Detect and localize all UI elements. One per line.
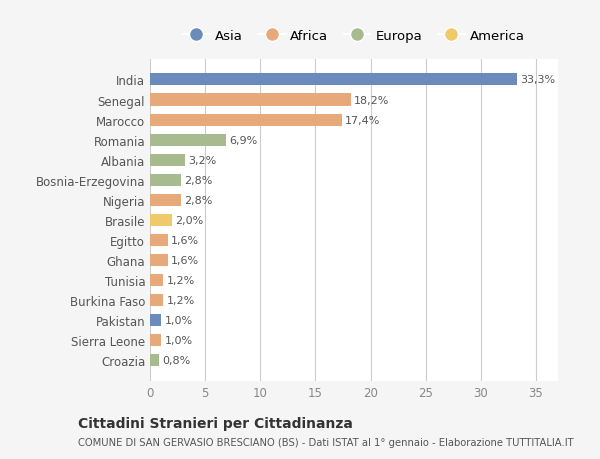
Text: 1,2%: 1,2% — [167, 295, 195, 305]
Text: 3,2%: 3,2% — [188, 155, 217, 165]
Bar — [150, 314, 161, 326]
Text: 2,8%: 2,8% — [184, 196, 212, 205]
Text: 1,2%: 1,2% — [167, 275, 195, 285]
Text: 0,8%: 0,8% — [162, 355, 190, 365]
Bar — [150, 94, 350, 106]
Text: Cittadini Stranieri per Cittadinanza: Cittadini Stranieri per Cittadinanza — [78, 416, 353, 430]
Bar — [150, 214, 172, 226]
Bar — [150, 274, 163, 286]
Bar — [150, 114, 342, 126]
Bar — [150, 134, 226, 146]
Bar — [150, 74, 517, 86]
Text: 33,3%: 33,3% — [521, 75, 556, 85]
Text: 1,0%: 1,0% — [164, 336, 193, 345]
Bar — [150, 294, 163, 306]
Text: 1,6%: 1,6% — [171, 255, 199, 265]
Text: 1,6%: 1,6% — [171, 235, 199, 245]
Bar — [150, 235, 167, 246]
Text: 17,4%: 17,4% — [345, 115, 380, 125]
Text: 2,8%: 2,8% — [184, 175, 212, 185]
Bar — [150, 194, 181, 206]
Text: COMUNE DI SAN GERVASIO BRESCIANO (BS) - Dati ISTAT al 1° gennaio - Elaborazione : COMUNE DI SAN GERVASIO BRESCIANO (BS) - … — [78, 437, 574, 447]
Bar — [150, 174, 181, 186]
Text: 1,0%: 1,0% — [164, 315, 193, 325]
Bar — [150, 334, 161, 347]
Text: 2,0%: 2,0% — [175, 215, 203, 225]
Legend: Asia, Africa, Europa, America: Asia, Africa, Europa, America — [178, 24, 530, 48]
Text: 6,9%: 6,9% — [229, 135, 257, 146]
Bar — [150, 354, 159, 366]
Bar — [150, 254, 167, 266]
Text: 18,2%: 18,2% — [354, 95, 389, 105]
Bar — [150, 154, 185, 166]
